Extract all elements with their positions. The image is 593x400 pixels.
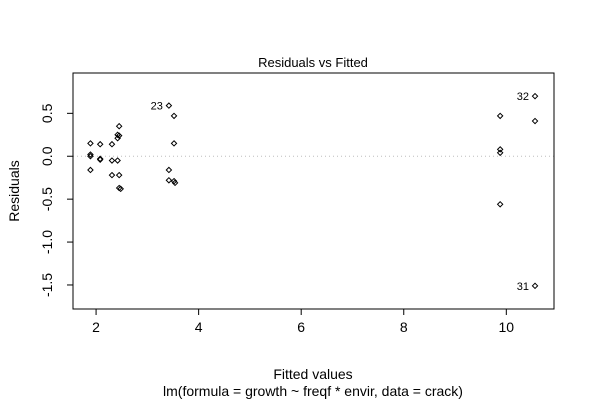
x-axis-label: Fitted values (273, 366, 352, 382)
data-point (531, 282, 539, 290)
data-point (115, 122, 123, 130)
y-axis: -1.5 -1.0 -0.5 0.0 0.5 (39, 103, 73, 297)
data-point (96, 156, 104, 163)
x-tick-label: 2 (92, 319, 100, 335)
data-point (87, 152, 94, 160)
data-point (87, 151, 94, 158)
data-point (108, 140, 116, 148)
data-point (165, 102, 173, 109)
x-tick-label: 8 (400, 319, 408, 335)
data-point (171, 179, 179, 187)
data-point (115, 171, 123, 179)
data-point (87, 140, 94, 147)
x-axis: 2 4 6 8 10 (92, 309, 514, 335)
data-point (496, 112, 504, 120)
point-annotations: 23 32 31 (151, 91, 529, 293)
x-tick-label: 6 (297, 319, 305, 335)
data-point (96, 140, 104, 148)
data-point (531, 92, 539, 100)
data-point (170, 112, 178, 120)
data-point (531, 117, 539, 125)
data-point (87, 166, 94, 174)
point-label: 32 (517, 91, 529, 103)
plot-frame (72, 72, 555, 310)
data-point (165, 176, 173, 184)
data-point (115, 132, 123, 139)
y-tick-label: -1.5 (39, 273, 55, 297)
data-point (108, 171, 116, 179)
data-point (170, 140, 178, 147)
y-axis-label: Residuals (6, 160, 22, 221)
data-point (496, 146, 504, 153)
data-point (117, 185, 124, 193)
data-point (108, 157, 116, 164)
y-tick-label: 0.0 (39, 146, 55, 166)
data-point (496, 149, 504, 157)
data-point (496, 200, 504, 208)
point-label: 23 (151, 101, 163, 113)
data-point (96, 155, 104, 163)
data-point (114, 157, 121, 164)
y-tick-label: -1.0 (39, 230, 55, 254)
x-tick-label: 10 (499, 319, 515, 335)
data-points (87, 92, 539, 290)
chart-subtitle: lm(formula = growth ~ freqf * envir, dat… (163, 383, 463, 399)
point-label: 31 (517, 281, 529, 293)
chart-title: Residuals vs Fitted (258, 55, 368, 70)
data-point (165, 166, 173, 174)
y-tick-label: 0.5 (39, 103, 55, 123)
y-tick-label: -0.5 (39, 187, 55, 211)
x-tick-label: 4 (195, 319, 203, 335)
